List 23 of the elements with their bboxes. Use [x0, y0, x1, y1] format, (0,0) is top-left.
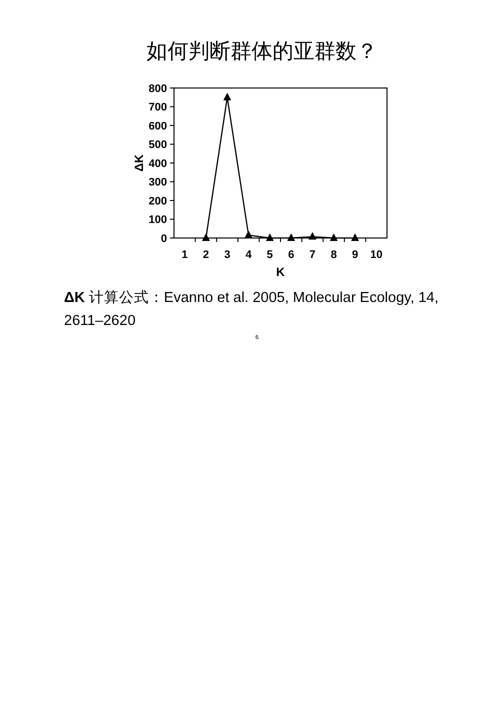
chart-title: 如何判断群体的亚群数？ — [146, 39, 378, 63]
annotation: ΔK 计算公式：Evanno et al. 2005, Molecular Ecology, 14, 2611–2620 — [64, 289, 440, 331]
y-tick-label: 800 — [148, 82, 167, 95]
x-axis-title: K — [276, 265, 286, 279]
y-tick-label: 300 — [148, 176, 167, 189]
y-tick-label: 400 — [148, 158, 167, 170]
x-tick-label: 8 — [330, 249, 337, 261]
x-tick-label: 5 — [266, 249, 273, 261]
x-tick-label: 1 — [182, 249, 188, 261]
y-tick-label: 700 — [148, 102, 167, 114]
x-tick-label: 7 — [309, 249, 316, 261]
x-tick-label: 2 — [202, 249, 210, 261]
x-tick-label: 3 — [224, 249, 230, 261]
y-tick-label: 500 — [148, 139, 167, 152]
x-tick-label: 4 — [245, 249, 252, 261]
y-axis-title: ΔK — [132, 154, 146, 172]
y-tick-label: 100 — [148, 214, 167, 226]
x-tick-label: 6 — [288, 249, 294, 261]
x-tick-label: 10 — [370, 249, 382, 261]
y-tick-label: 600 — [148, 120, 167, 132]
x-tick-label: 9 — [352, 249, 358, 261]
y-tick-label: 0 — [160, 232, 167, 245]
y-tick-label: 200 — [148, 195, 167, 208]
